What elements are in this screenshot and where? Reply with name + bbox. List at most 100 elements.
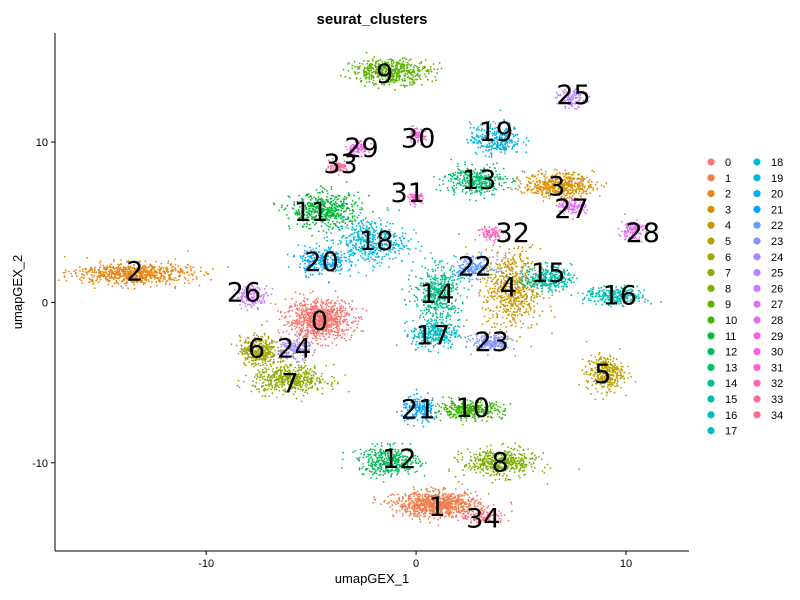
legend-label-16: 16 — [725, 410, 737, 422]
cluster-label-31: 31 — [391, 178, 425, 209]
y-axis-title: umapGEX_2 — [10, 255, 25, 329]
legend-key-32 — [753, 380, 760, 387]
legend-key-6 — [707, 253, 714, 260]
legend-key-0 — [707, 158, 714, 165]
legend-key-8 — [707, 285, 714, 292]
legend-label-6: 6 — [725, 252, 731, 264]
legend-label-14: 14 — [725, 378, 737, 390]
cluster-label-26: 26 — [227, 277, 261, 308]
legend-key-30 — [753, 348, 760, 355]
cluster-label-10: 10 — [456, 393, 490, 424]
legend-key-24 — [753, 253, 760, 260]
cluster-label-0: 0 — [311, 306, 328, 337]
legend: 0123456789101112131415161718192021222324… — [707, 157, 783, 438]
x-tick-label: 0 — [413, 558, 419, 570]
legend-key-22 — [753, 222, 760, 229]
legend-label-5: 5 — [725, 236, 731, 248]
legend-label-8: 8 — [725, 283, 731, 295]
legend-label-2: 2 — [725, 189, 731, 201]
y-tick-label: -10 — [32, 458, 48, 470]
legend-key-17 — [707, 427, 714, 434]
cluster-label-34: 34 — [466, 503, 500, 534]
legend-key-31 — [753, 364, 760, 371]
legend-label-4: 4 — [725, 220, 731, 232]
legend-label-18: 18 — [771, 157, 783, 169]
legend-key-13 — [707, 364, 714, 371]
cluster-label-12: 12 — [382, 444, 416, 475]
legend-key-14 — [707, 380, 714, 387]
legend-label-7: 7 — [725, 268, 731, 280]
legend-key-18 — [753, 158, 760, 165]
legend-key-15 — [707, 395, 714, 402]
legend-key-19 — [753, 174, 760, 181]
cluster-label-16: 16 — [603, 281, 637, 312]
chart-title: seurat_clusters — [317, 11, 428, 28]
legend-key-3 — [707, 206, 714, 213]
cluster-labels-layer: 0123456789101112131415161718192021222324… — [126, 59, 660, 534]
legend-label-33: 33 — [771, 394, 783, 406]
legend-label-11: 11 — [725, 331, 736, 343]
cluster-label-2: 2 — [126, 257, 143, 288]
cluster-label-4: 4 — [500, 273, 517, 304]
legend-label-0: 0 — [725, 157, 731, 169]
axes-layer — [55, 33, 689, 551]
legend-key-20 — [753, 190, 760, 197]
legend-label-12: 12 — [725, 347, 737, 359]
legend-label-23: 23 — [771, 236, 783, 248]
cluster-label-13: 13 — [462, 165, 496, 196]
points-layer — [58, 52, 662, 526]
legend-label-29: 29 — [771, 331, 783, 343]
legend-label-1: 1 — [725, 173, 731, 185]
legend-key-1 — [707, 174, 714, 181]
cluster-label-32: 32 — [496, 218, 530, 249]
legend-key-23 — [753, 237, 760, 244]
cluster-label-11: 11 — [294, 197, 328, 228]
legend-label-30: 30 — [771, 347, 783, 359]
cluster-label-25: 25 — [556, 80, 590, 111]
cluster-label-33: 33 — [323, 149, 357, 180]
legend-key-7 — [707, 269, 714, 276]
cluster-8-points — [448, 442, 580, 485]
x-axis-title: umapGEX_1 — [335, 571, 409, 586]
legend-key-33 — [753, 395, 760, 402]
legend-label-3: 3 — [725, 204, 731, 216]
cluster-label-24: 24 — [277, 333, 311, 364]
x-tick-label: -10 — [198, 558, 214, 570]
legend-key-5 — [707, 237, 714, 244]
legend-key-4 — [707, 222, 714, 229]
legend-label-17: 17 — [725, 426, 737, 438]
legend-label-19: 19 — [771, 173, 783, 185]
cluster-label-20: 20 — [304, 247, 338, 278]
legend-label-21: 21 — [771, 204, 783, 216]
legend-label-10: 10 — [725, 315, 737, 327]
cluster-label-18: 18 — [359, 226, 393, 257]
cluster-label-22: 22 — [458, 252, 492, 283]
cluster-label-8: 8 — [492, 447, 509, 478]
legend-key-11 — [707, 332, 714, 339]
legend-key-16 — [707, 411, 714, 418]
cluster-label-14: 14 — [420, 279, 454, 310]
x-tick-label: 10 — [620, 558, 632, 570]
legend-label-25: 25 — [771, 268, 783, 280]
legend-label-31: 31 — [771, 362, 783, 374]
cluster-label-30: 30 — [401, 123, 435, 154]
cluster-label-1: 1 — [429, 492, 446, 523]
legend-label-9: 9 — [725, 299, 731, 311]
y-tick-label: 0 — [42, 297, 48, 309]
legend-label-15: 15 — [725, 394, 737, 406]
cluster-label-27: 27 — [554, 194, 588, 225]
cluster-label-9: 9 — [376, 59, 393, 90]
legend-key-29 — [753, 332, 760, 339]
legend-label-34: 34 — [771, 410, 783, 422]
legend-label-26: 26 — [771, 283, 783, 295]
legend-label-27: 27 — [771, 299, 783, 311]
legend-key-21 — [753, 206, 760, 213]
legend-key-9 — [707, 301, 714, 308]
legend-label-28: 28 — [771, 315, 783, 327]
legend-key-12 — [707, 348, 714, 355]
cluster-label-17: 17 — [416, 321, 450, 352]
legend-key-2 — [707, 190, 714, 197]
legend-key-28 — [753, 316, 760, 323]
legend-key-10 — [707, 316, 714, 323]
legend-label-32: 32 — [771, 378, 783, 390]
